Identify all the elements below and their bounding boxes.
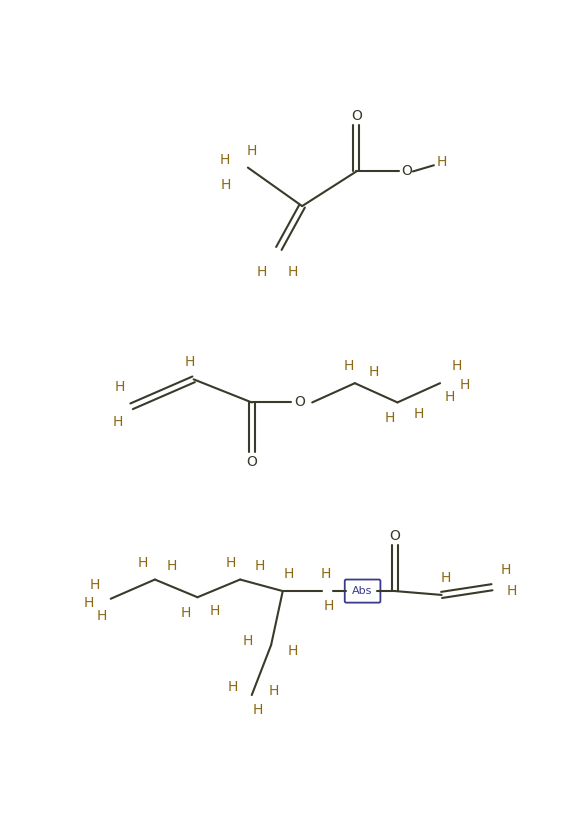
Text: H: H — [268, 684, 279, 698]
Text: H: H — [288, 644, 298, 658]
Text: H: H — [284, 567, 294, 581]
Text: H: H — [256, 265, 267, 278]
Text: H: H — [436, 155, 447, 170]
Text: H: H — [243, 634, 253, 648]
Text: H: H — [444, 390, 455, 404]
Text: H: H — [460, 378, 470, 391]
Text: H: H — [320, 567, 330, 581]
Text: H: H — [501, 563, 511, 577]
Text: H: H — [227, 681, 238, 695]
Text: H: H — [452, 360, 462, 373]
Text: H: H — [440, 571, 450, 585]
Text: O: O — [295, 396, 305, 410]
Text: H: H — [96, 609, 106, 622]
Text: H: H — [167, 559, 177, 572]
Text: H: H — [90, 578, 101, 592]
Text: H: H — [506, 584, 517, 598]
Text: H: H — [219, 153, 230, 167]
Text: H: H — [181, 605, 191, 620]
Text: H: H — [185, 355, 195, 369]
Text: H: H — [288, 265, 298, 278]
Text: H: H — [209, 604, 220, 618]
Text: H: H — [226, 555, 236, 569]
Text: O: O — [402, 165, 412, 179]
Text: H: H — [221, 178, 231, 192]
Text: H: H — [414, 407, 425, 421]
Text: H: H — [369, 364, 379, 378]
Text: H: H — [115, 380, 125, 394]
Text: H: H — [343, 360, 354, 373]
Text: H: H — [246, 143, 257, 157]
Text: Abs: Abs — [352, 586, 373, 596]
Text: O: O — [390, 528, 400, 543]
Text: H: H — [385, 411, 395, 425]
FancyBboxPatch shape — [345, 580, 380, 603]
Text: H: H — [138, 555, 148, 569]
Text: H: H — [253, 704, 263, 717]
Text: O: O — [246, 455, 257, 469]
Text: H: H — [112, 414, 123, 428]
Text: H: H — [255, 559, 265, 572]
Text: H: H — [84, 595, 94, 609]
Text: H: H — [324, 600, 335, 613]
Text: O: O — [351, 109, 362, 123]
